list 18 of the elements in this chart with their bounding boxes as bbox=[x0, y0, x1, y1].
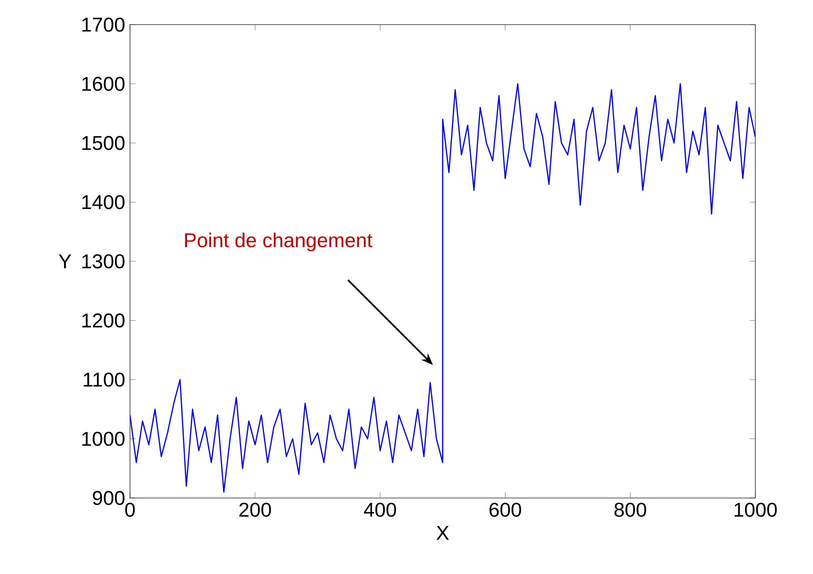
y-tick-label: 1300 bbox=[82, 254, 124, 268]
y-tick-label: 900 bbox=[92, 490, 124, 506]
y-tick-label: 1700 bbox=[82, 18, 124, 32]
x-tick-label: 1000 bbox=[734, 502, 777, 517]
x-tick-label: 600 bbox=[490, 502, 522, 517]
x-tick-label: 0 bbox=[125, 502, 135, 517]
y-tick-label: 1500 bbox=[82, 136, 124, 150]
x-tick-label: 400 bbox=[364, 502, 396, 517]
y-tick-label: 1000 bbox=[82, 432, 124, 446]
x-axis-title: X bbox=[436, 526, 449, 540]
y-tick-label: 1400 bbox=[82, 195, 124, 210]
x-tick-label: 200 bbox=[239, 502, 271, 517]
y-tick-label: 1600 bbox=[82, 76, 124, 91]
y-axis-title: Y bbox=[58, 254, 72, 268]
y-tick-label: 1100 bbox=[84, 372, 124, 387]
y-tick-label: 1200 bbox=[82, 313, 124, 328]
annotation: Point de changement bbox=[185, 232, 372, 252]
x-tick-label: 800 bbox=[614, 502, 646, 517]
